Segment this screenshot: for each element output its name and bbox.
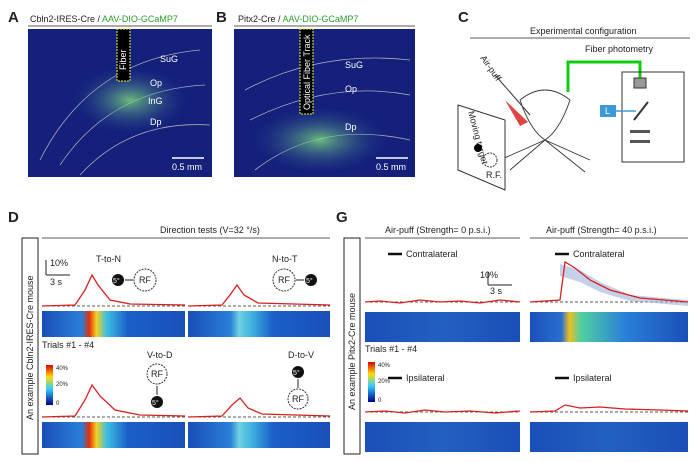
- fiber-label: Fiber: [118, 49, 128, 70]
- title-part: Pitx2-Cre /: [238, 14, 281, 24]
- fiber-label: Optical Fiber Track: [302, 34, 312, 110]
- rf-label: RF: [151, 369, 163, 379]
- scale-y: 10%: [50, 258, 68, 268]
- side-label: An example Pitx2-Cre mouse: [347, 293, 357, 410]
- photometry-label: Fiber photometry: [585, 44, 654, 54]
- colorbar-tick: 0: [56, 401, 60, 407]
- region-label: Dp: [150, 117, 162, 127]
- rf-label: RF: [292, 394, 304, 404]
- condition-label: Contralateral: [573, 249, 625, 259]
- condition-label: Ipsilateral: [406, 373, 445, 383]
- stim-label: 5°: [306, 277, 313, 285]
- region-label: Op: [150, 78, 162, 88]
- panel-label: C: [458, 9, 469, 26]
- colorbar-tick: 40%: [56, 366, 69, 372]
- trials-label: Trials #1 - #4: [42, 340, 94, 350]
- side-label: An example Cbln2-IRES-Cre mouse: [25, 275, 35, 420]
- airpuff-label: Air-puff: [478, 53, 503, 83]
- stim-label: 5°: [152, 399, 159, 407]
- stim-label: 5°: [293, 369, 300, 377]
- test-name: V-to-D: [147, 350, 173, 360]
- panel-title: Air-puff (Strength= 0 p.s.i.): [385, 225, 491, 235]
- rf-label: R.F.: [486, 170, 502, 180]
- scale-y: 10%: [480, 270, 498, 280]
- colorbar-tick: 20%: [56, 382, 69, 388]
- title-part: AAV-DIO-GCaMP7: [283, 14, 359, 24]
- title-part: AAV-DIO-GCaMP7: [102, 14, 178, 24]
- test-name: N-to-T: [272, 254, 298, 264]
- panel-title: Direction tests (V=32 °/s): [160, 225, 260, 235]
- test-name: D-to-V: [288, 350, 314, 360]
- light-label: L: [605, 106, 610, 116]
- panel-title: Cbln2-IRES-Cre / AAV-DIO-GCaMP7: [30, 14, 178, 24]
- panel-label: D: [8, 209, 19, 226]
- colorbar-tick: 0: [378, 398, 382, 404]
- test-name: T-to-N: [96, 254, 121, 264]
- rf-label: RF: [278, 275, 290, 285]
- region-label: Dp: [345, 122, 357, 132]
- panel-title: Experimental configuration: [530, 26, 637, 36]
- rf-label: RF: [139, 275, 151, 285]
- condition-label: Ipsilateral: [573, 373, 612, 383]
- region-label: SuG: [345, 60, 363, 70]
- panel-label: B: [216, 9, 227, 26]
- region-label: Op: [345, 84, 357, 94]
- trials-label: Trials #1 - #4: [365, 344, 417, 354]
- stim-label: 5°: [113, 277, 120, 285]
- scale-label: 0.5 mm: [376, 162, 406, 172]
- region-label: SuG: [160, 54, 178, 64]
- region-label: InG: [148, 96, 163, 106]
- scale-x: 3 s: [50, 277, 63, 287]
- panel-label: A: [8, 9, 19, 26]
- panel-title: Air-puff (Strength= 40 p.s.i.): [546, 225, 657, 235]
- scale-label: 0.5 mm: [172, 162, 202, 172]
- colorbar-tick: 20%: [378, 379, 391, 385]
- panel-title: Pitx2-Cre / AAV-DIO-GCaMP7: [238, 14, 358, 24]
- title-part: Cbln2-IRES-Cre /: [30, 14, 101, 24]
- panel-label: G: [336, 209, 348, 226]
- colorbar-tick: 40%: [378, 363, 391, 369]
- scale-x: 3 s: [490, 286, 503, 296]
- condition-label: Contralateral: [406, 249, 458, 259]
